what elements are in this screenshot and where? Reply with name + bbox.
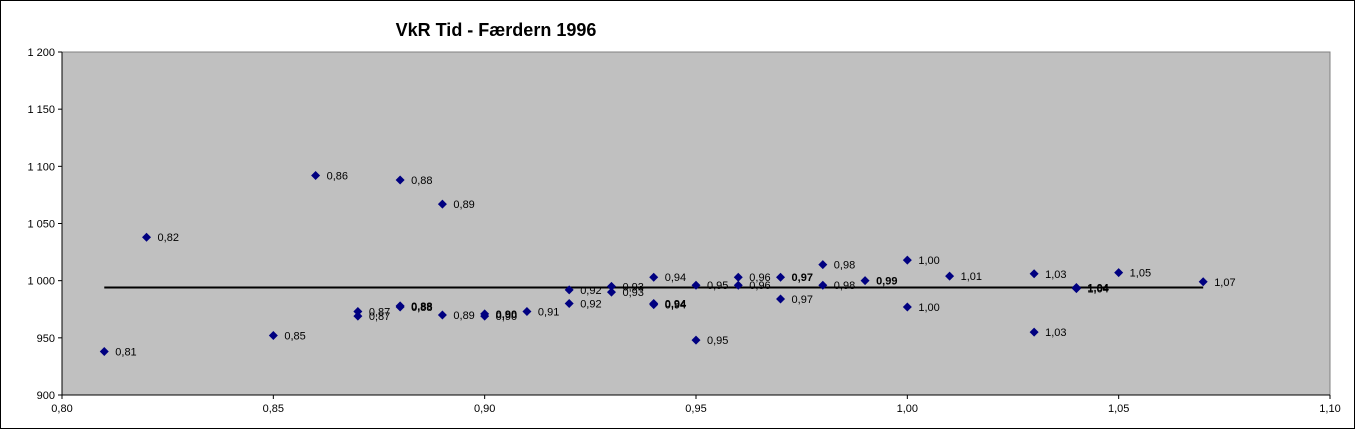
data-label: 1,03: [1045, 269, 1066, 281]
data-label: 1,00: [918, 302, 939, 314]
data-point: [733, 272, 743, 282]
data-label: 0,82: [158, 232, 179, 244]
data-label: 0,87: [369, 311, 390, 323]
data-label: 0,98: [834, 280, 855, 292]
data-point: [564, 299, 574, 309]
data-label: 0,99: [876, 276, 897, 288]
data-point: [268, 331, 278, 341]
data-label: 0,88: [411, 302, 432, 314]
data-label: 0,85: [284, 331, 305, 343]
data-label: 0,94: [665, 272, 686, 284]
data-label: 1,01: [961, 271, 982, 283]
data-label: 0,93: [622, 287, 643, 299]
data-label: 0,81: [115, 347, 136, 359]
data-label: 0,97: [792, 272, 813, 284]
data-point: [733, 280, 743, 290]
data-label: 1,04: [1087, 284, 1108, 296]
data-label: 0,95: [707, 335, 728, 347]
data-label: 1,00: [918, 255, 939, 267]
data-point: [564, 285, 574, 295]
data-label: 0,89: [453, 199, 474, 211]
data-point: [649, 272, 659, 282]
data-point: [353, 311, 363, 321]
data-point: [142, 232, 152, 242]
y-tick-label: 1 100: [27, 161, 55, 173]
data-label: 0,92: [580, 285, 601, 297]
data-point: [1114, 268, 1124, 278]
data-point: [818, 260, 828, 270]
data-point: [353, 307, 363, 317]
x-tick-label: 1,00: [897, 403, 918, 415]
data-point: [818, 280, 828, 290]
data-point: [776, 294, 786, 304]
data-point: [945, 271, 955, 281]
data-label: 0,91: [538, 307, 559, 319]
data-label: 0,97: [792, 294, 813, 306]
y-tick-label: 1 000: [27, 276, 55, 288]
data-point: [437, 199, 447, 209]
data-point: [902, 302, 912, 312]
data-point: [606, 287, 616, 297]
data-label: 0,94: [665, 300, 686, 312]
points-layer: 0,810,820,850,860,870,870,880,880,880,89…: [99, 170, 1236, 359]
data-point: [606, 281, 616, 291]
data-label: 0,96: [749, 280, 770, 292]
data-point: [311, 170, 321, 180]
x-tick-label: 1,10: [1319, 403, 1340, 415]
data-point: [1029, 269, 1039, 279]
data-label: 0,93: [622, 281, 643, 293]
data-point: [395, 302, 405, 312]
data-point: [480, 311, 490, 321]
data-label: 1,07: [1214, 277, 1235, 289]
data-point: [437, 310, 447, 320]
y-tick-label: 1 050: [27, 219, 55, 231]
data-label: 0,86: [327, 170, 348, 182]
data-point: [902, 255, 912, 265]
x-tick-label: 0,95: [685, 403, 706, 415]
data-point: [691, 280, 701, 290]
x-tick-label: 0,80: [51, 403, 72, 415]
data-label: 0,87: [369, 307, 390, 319]
y-tick-label: 900: [37, 390, 55, 402]
data-point: [649, 300, 659, 310]
data-label: 0,94: [665, 299, 687, 311]
data-label: 0,90: [496, 309, 517, 321]
data-label: 0,89: [453, 310, 474, 322]
data-label: 1,05: [1130, 268, 1151, 280]
data-label: 0,88: [411, 175, 432, 187]
data-label: 0,88: [411, 301, 432, 313]
y-tick-label: 1 200: [27, 47, 55, 59]
data-point: [776, 272, 786, 282]
data-point: [1029, 327, 1039, 337]
x-tick-label: 0,90: [474, 403, 495, 415]
data-point: [1198, 277, 1208, 287]
x-tick-label: 0,85: [263, 403, 284, 415]
data-point: [395, 175, 405, 185]
y-tick-label: 950: [37, 333, 55, 345]
chart-title: VkR Tid - Færdern 1996: [396, 20, 597, 40]
data-point: [99, 347, 109, 357]
data-label: 0,98: [834, 260, 855, 272]
data-label: 1,04: [1087, 283, 1109, 295]
data-label: 0,95: [707, 280, 728, 292]
axes: 900 950 1 000 1 050 1 100 1 150 1 200 0,80 0,85 0…: [27, 47, 1340, 415]
data-label: 1,03: [1045, 327, 1066, 339]
data-point: [860, 276, 870, 286]
y-tick-label: 1 150: [27, 104, 55, 116]
data-label: 0,92: [580, 299, 601, 311]
data-label: 0,90: [496, 311, 517, 323]
data-point: [522, 307, 532, 317]
data-label: 0,96: [749, 272, 770, 284]
data-point: [1071, 284, 1081, 294]
x-tick-label: 1,05: [1108, 403, 1129, 415]
data-point: [691, 335, 701, 345]
